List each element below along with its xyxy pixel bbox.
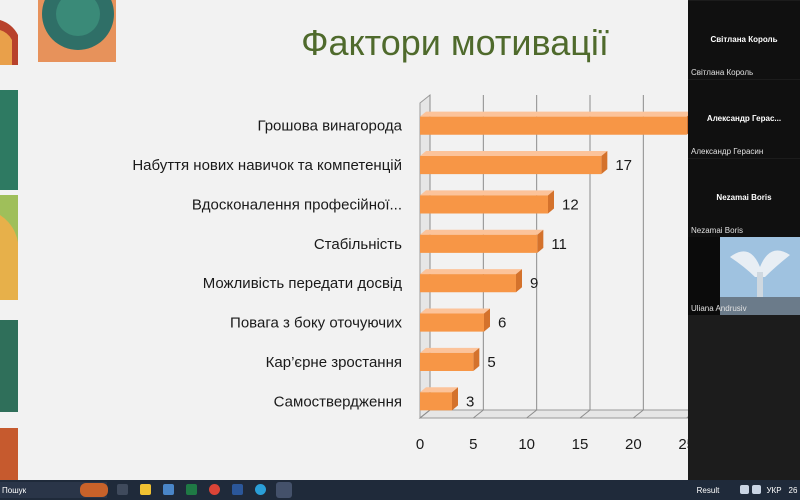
participant-video [720, 237, 800, 315]
bar-side [601, 151, 608, 175]
bar-value-label: 12 [562, 196, 579, 213]
slide-decoration-left-4 [0, 320, 18, 412]
gridline-floor [526, 409, 537, 419]
bar-side [537, 229, 544, 253]
slide-decoration-left-5 [0, 428, 18, 480]
participant-tile[interactable]: Александр Герас... Александр Герасин [688, 80, 800, 158]
presentation-slide: Фактори мотивації [0, 0, 688, 480]
participant-name-overlay: Александр Герас... [706, 114, 782, 123]
category-label: Кар’єрне зростання [266, 354, 402, 371]
participant-name-label: Александр Герасин [691, 147, 764, 156]
bar [420, 352, 474, 371]
bar-side [473, 347, 480, 371]
bar-top [420, 308, 490, 314]
bar-top [420, 229, 544, 235]
bar-side [548, 190, 554, 214]
bar-side [452, 387, 458, 411]
clock[interactable]: 26 [786, 482, 800, 498]
bar [420, 392, 452, 411]
x-tick-label: 0 [416, 436, 424, 453]
category-label: Грошова винагорода [257, 118, 402, 135]
participant-tile[interactable]: Nezamai Boris Nezamai Boris [688, 159, 800, 237]
language-indicator[interactable]: УКР [764, 482, 784, 498]
slide-decoration-left-3 [0, 195, 18, 300]
participant-name-overlay: Nezamai Boris [716, 193, 772, 202]
bar-top [420, 151, 608, 157]
bar [420, 116, 687, 135]
bar [420, 195, 548, 214]
search-decoration-icon [80, 483, 108, 497]
bar-value-label: 9 [530, 275, 538, 292]
x-tick-label: 20 [625, 436, 642, 453]
participant-video-tile[interactable]: Uliana Andrusiv [688, 237, 800, 315]
category-label: Можливість передати досвід [203, 275, 403, 292]
category-label: Повага з боку оточуючих [230, 315, 402, 332]
language-label: УКР [766, 485, 782, 495]
participant-name-label: Світлана Король [691, 68, 754, 77]
windows-taskbar: Пошук Result УКР 26 [0, 480, 800, 500]
participant-name-label: Uliana Andrusiv [691, 304, 747, 313]
participant-name-label: Nezamai Boris [691, 226, 744, 235]
category-label: Самоствердження [274, 393, 402, 410]
bar-side [516, 269, 522, 293]
category-label: Вдосконалення професійної... [192, 196, 402, 213]
bar-side [484, 308, 490, 332]
bar [420, 156, 602, 175]
result-label: Result [696, 485, 720, 495]
edge-icon[interactable] [255, 484, 266, 495]
chrome-icon[interactable] [209, 484, 220, 495]
gridline-floor [633, 409, 644, 419]
network-icon[interactable] [740, 485, 749, 494]
bar-value-label: 5 [487, 354, 495, 371]
bar [420, 313, 484, 332]
bar [420, 274, 516, 293]
store-icon[interactable] [163, 484, 174, 495]
slide-decoration-left-2 [0, 90, 18, 190]
volume-icon[interactable] [752, 485, 761, 494]
x-tick-label: 10 [518, 436, 535, 453]
bar-value-label: 6 [498, 315, 506, 332]
result-indicator[interactable]: Result [690, 482, 726, 498]
gridline-floor [473, 409, 484, 419]
bar-top [420, 387, 458, 393]
bar-top [420, 269, 522, 275]
category-label: Набуття нових навичок та компетенцій [132, 157, 402, 174]
participant-name-overlay: Світлана Король [710, 35, 778, 44]
bar-value-label: 11 [551, 236, 567, 253]
category-label: Стабільність [314, 236, 402, 253]
clock-label: 26 [788, 485, 798, 495]
slide-title: Фактори мотивації [301, 22, 609, 63]
active-app-icon[interactable] [276, 482, 292, 498]
task-view-icon[interactable] [117, 484, 128, 495]
file-explorer-icon[interactable] [140, 484, 151, 495]
bar-top [420, 347, 480, 353]
bar-value-label: 17 [615, 157, 632, 174]
gridline-floor [579, 409, 591, 419]
word-icon[interactable] [232, 484, 243, 495]
slide-decoration-left [0, 0, 18, 65]
slide-decoration-top [38, 0, 116, 62]
excel-icon[interactable] [186, 484, 197, 495]
bar-value-label: 3 [466, 393, 474, 410]
bar-top [420, 111, 693, 117]
x-tick-label: 15 [572, 436, 589, 453]
x-tick-label: 5 [469, 436, 477, 453]
bar-top [420, 190, 554, 196]
search-input: Пошук [2, 485, 27, 495]
gridline-floor [419, 409, 431, 419]
participant-tile[interactable]: Світлана Король Світлана Король [688, 1, 800, 79]
bar [420, 234, 538, 253]
